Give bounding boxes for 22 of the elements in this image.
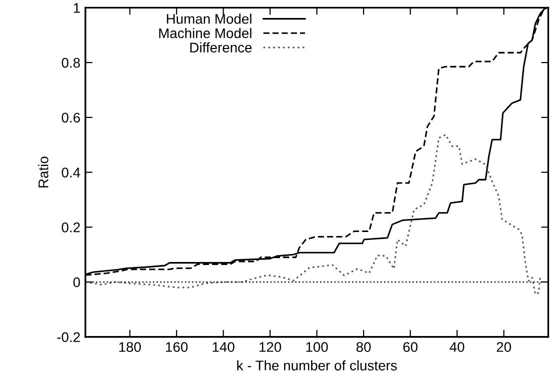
y-tick-label: 0.6 — [62, 112, 80, 123]
x-tick-label: 180 — [119, 342, 141, 352]
x-tick-label: 160 — [166, 342, 188, 352]
x-tick-label: 140 — [212, 342, 234, 352]
x-tick-label: 40 — [450, 342, 464, 352]
legend-label: Difference — [190, 42, 252, 52]
x-tick-label: 100 — [306, 342, 328, 352]
line-series — [85, 134, 542, 296]
x-tick-label: 20 — [496, 342, 512, 352]
x-tick-label: 80 — [356, 342, 371, 352]
x-tick-label: 120 — [260, 342, 282, 352]
x-axis-title: k - The number of clusters — [237, 360, 397, 370]
y-tick-label: 0.8 — [62, 58, 80, 68]
legend-label: Machine Model — [159, 28, 252, 38]
x-tick-label: 60 — [403, 342, 418, 352]
legend-label: Human Model — [166, 14, 252, 24]
y-tick-label: 0.4 — [62, 168, 80, 178]
y-tick-label: 1 — [74, 3, 80, 13]
y-tick-label: 0 — [73, 277, 80, 288]
y-axis-title: Ratio — [38, 156, 48, 188]
y-tick-label: 0.2 — [62, 222, 80, 232]
y-tick-label: -0.2 — [57, 332, 80, 342]
